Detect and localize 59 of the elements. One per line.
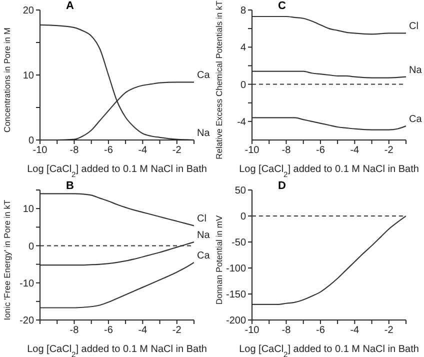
y-axis-title: Donnan Potential in mV: [214, 215, 224, 305]
y-tick-label: 0: [240, 212, 246, 223]
x-tick-label: -4: [350, 145, 360, 156]
series-label: Na: [197, 230, 210, 241]
x-axis-title: Log [CaCl$_{2}$] added to 0.1 M NaCl in Bath: [239, 344, 419, 357]
x-tick-label: -2: [384, 145, 394, 156]
y-tick-label: 4: [240, 42, 246, 54]
line-series: [40, 262, 194, 308]
x-tick-label: -8: [282, 325, 292, 336]
y-axis-title: Relative Excess Chemical Potentials in kT: [214, 0, 224, 160]
y-tick-label: -150: [226, 290, 246, 301]
x-axis-title: Log [CaCl$_{2}$] added to 0.1 M NaCl in Bath: [27, 164, 207, 178]
x-tick-label: -4: [138, 145, 148, 156]
chart-title: C: [278, 0, 286, 12]
x-tick-label: -6: [316, 145, 326, 156]
x-tick-label: -2: [172, 145, 182, 156]
y-tick-label: -200: [226, 316, 246, 327]
y-tick-label: 8: [240, 6, 246, 17]
y-tick-label: 10: [22, 70, 34, 82]
line-series: [252, 16, 406, 35]
series-label: Ca: [197, 250, 210, 262]
x-tick-label: -8: [70, 325, 80, 336]
y-tick-label: 0: [28, 241, 34, 252]
x-tick-label: -4: [350, 325, 360, 336]
y-tick-label: -100: [226, 264, 246, 275]
series-label: Cl: [409, 21, 418, 32]
x-axis-title: Log [CaCl$_{2}$] added to 0.1 M NaCl in Bath: [27, 344, 207, 357]
y-tick-label: 20: [22, 6, 34, 17]
x-tick-label: -6: [316, 325, 326, 336]
x-tick-label: -2: [172, 325, 182, 336]
y-tick-label: 10: [22, 204, 34, 216]
y-tick-label: 50: [234, 186, 246, 197]
y-tick-label: -20: [20, 316, 34, 327]
series-label: Ca: [409, 114, 422, 126]
chart-title: B: [66, 180, 74, 192]
y-tick-label: 0: [28, 136, 34, 147]
line-series: [252, 70, 406, 78]
series-label: Ca: [197, 70, 210, 82]
x-tick-label: -6: [104, 145, 114, 156]
line-series: [40, 193, 194, 226]
x-tick-label: -8: [70, 145, 80, 156]
x-tick-label: -8: [282, 145, 292, 156]
x-tick-label: -6: [104, 325, 114, 336]
chart-title: D: [278, 180, 286, 192]
series-label: Na: [197, 128, 210, 139]
y-tick-label: 0: [240, 80, 246, 91]
line-series: [40, 241, 194, 266]
y-axis-title: Concentrations in Pore in M: [2, 28, 12, 132]
x-axis-title: Log [CaCl$_{2}$] added to 0.1 M NaCl in Bath: [239, 164, 419, 178]
x-tick-label: -2: [384, 325, 394, 336]
series-label: Na: [409, 64, 422, 76]
chart-title: A: [66, 0, 74, 12]
y-tick-label: -50: [232, 238, 246, 249]
line-series: [252, 117, 406, 130]
x-tick-label: -4: [138, 325, 148, 336]
y-axis-title: Ionic 'Free Energy' in Pore in kT: [2, 200, 12, 320]
series-label: Cl: [197, 214, 206, 225]
y-tick-label: -10: [20, 278, 34, 290]
y-tick-label: -4: [237, 116, 246, 128]
